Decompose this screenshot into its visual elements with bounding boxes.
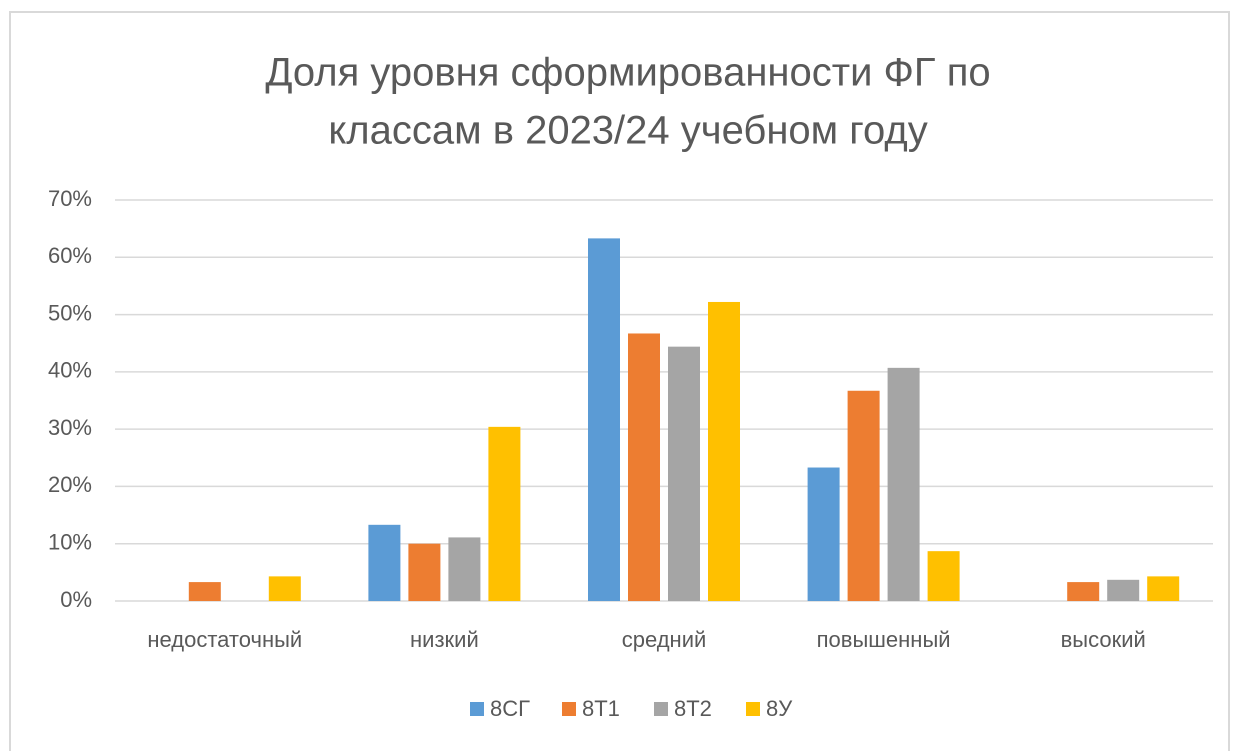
x-tick-label: высокий (1061, 627, 1146, 652)
y-tick-label: 70% (48, 186, 92, 211)
legend-label: 8Т2 (674, 696, 712, 721)
legend-swatch (746, 702, 760, 716)
x-tick-label: повышенный (817, 627, 951, 652)
legend-swatch (654, 702, 668, 716)
legend-label: 8Т1 (582, 696, 620, 721)
bar (1147, 576, 1180, 601)
y-tick-label: 40% (48, 358, 92, 383)
y-tick-label: 20% (48, 472, 92, 497)
bar (408, 543, 441, 601)
legend-swatch (562, 702, 576, 716)
bar (847, 390, 880, 601)
chart-title: Доля уровня сформированности ФГ по (265, 51, 990, 95)
x-tick-label: низкий (410, 627, 479, 652)
y-tick-label: 60% (48, 243, 92, 268)
bar (448, 537, 481, 601)
y-tick-label: 50% (48, 300, 92, 325)
legend-label: 8СГ (490, 696, 530, 721)
bar (488, 426, 521, 601)
bar (368, 524, 401, 601)
bar (1107, 579, 1140, 601)
x-tick-label: недостаточный (147, 627, 302, 652)
bar (1067, 582, 1100, 601)
bar (268, 576, 301, 601)
y-tick-label: 0% (60, 587, 92, 612)
x-tick-label: средний (622, 627, 707, 652)
bar (708, 301, 740, 601)
bar (668, 346, 700, 601)
bar (887, 367, 920, 601)
bar (188, 582, 221, 601)
bar (807, 467, 840, 601)
legend-label: 8У (766, 696, 793, 721)
chart-title: классам в 2023/24 учебном году (328, 109, 927, 153)
bar (588, 238, 620, 602)
legend-swatch (470, 702, 484, 716)
y-tick-label: 10% (48, 530, 92, 555)
bar (628, 333, 660, 601)
y-tick-label: 30% (48, 415, 92, 440)
bar (927, 551, 960, 601)
